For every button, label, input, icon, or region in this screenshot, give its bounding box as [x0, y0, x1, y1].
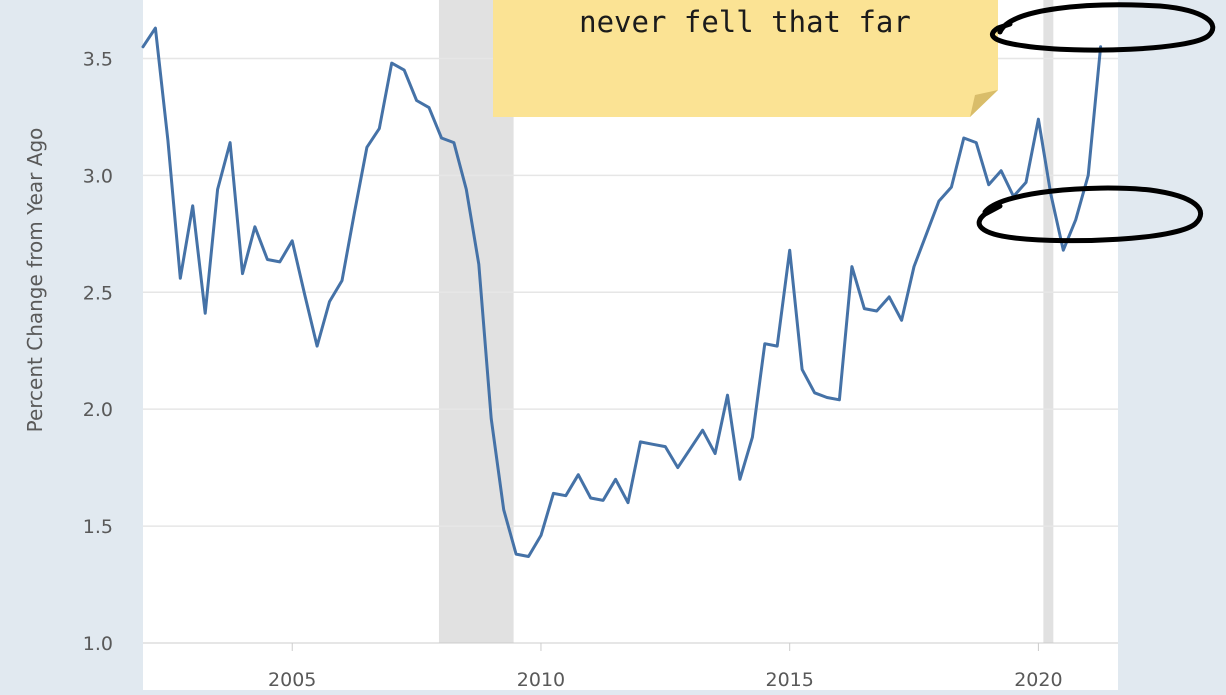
x-axis: 2005 2010 2015 2020 — [268, 643, 1063, 691]
sticky-note: never fell that far — [493, 0, 998, 117]
y-axis: 1.0 1.5 2.0 2.5 3.0 3.5 — [83, 48, 113, 655]
series — [141, 26, 1103, 558]
y-tick-label: 3.5 — [83, 48, 113, 70]
note-text: never fell that far — [579, 5, 911, 39]
recession-band-1 — [1043, 0, 1054, 643]
ellipse-marker-bottom — [976, 185, 1203, 244]
y-tick-label: 2.0 — [83, 399, 113, 421]
ellipse-marker-top — [990, 2, 1216, 53]
y-axis-title: Percent Change from Year Ago — [23, 128, 47, 433]
y-tick-label: 2.5 — [83, 282, 113, 304]
x-tick-label: 2005 — [268, 669, 316, 690]
series-line-0 — [141, 26, 1103, 558]
x-tick-label: 2015 — [766, 669, 814, 690]
y-tick-label: 1.5 — [83, 516, 113, 538]
x-tick-label: 2010 — [517, 669, 565, 690]
y-tick-label: 1.0 — [83, 633, 113, 655]
ellipse-markers — [976, 2, 1216, 244]
y-tick-label: 3.0 — [83, 165, 113, 187]
x-tick-label: 2020 — [1014, 669, 1062, 690]
